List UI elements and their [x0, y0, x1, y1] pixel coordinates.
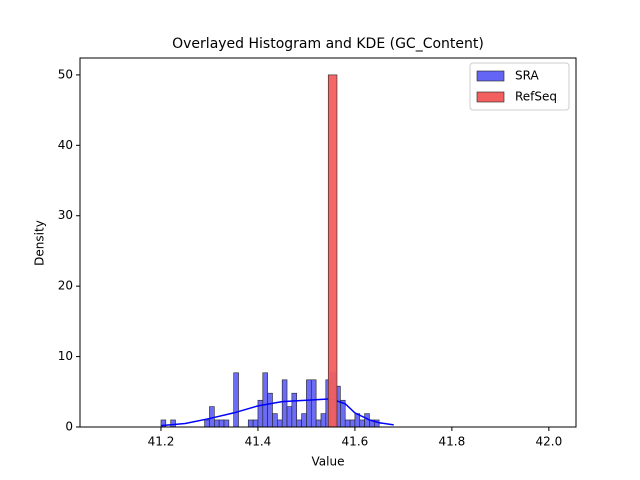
histogram-bar [359, 419, 365, 428]
x-tick-label: 41.8 [439, 435, 466, 449]
histogram-bar [310, 379, 317, 428]
histogram-bar [286, 406, 293, 428]
histogram-bar [315, 419, 322, 428]
histogram-bar [214, 419, 220, 428]
histogram-bar [272, 413, 278, 428]
kde-line [160, 398, 394, 427]
histogram-bar [296, 419, 302, 428]
y-tick-label: 30 [58, 208, 73, 222]
histogram-bar [281, 379, 288, 428]
histogram-bar [257, 399, 264, 428]
legend-swatch [476, 70, 505, 82]
x-tick-label: 41.2 [148, 435, 175, 449]
histogram-bar [267, 392, 273, 428]
histogram-bar [223, 419, 230, 428]
y-tick-label: 0 [65, 420, 73, 434]
histogram-bar [262, 372, 268, 428]
y-tick-label: 40 [58, 138, 73, 152]
histogram-bar [301, 413, 307, 428]
histogram-bar [306, 379, 312, 428]
histogram-bar [277, 419, 283, 428]
y-tick-label: 50 [58, 67, 73, 81]
histogram-bar [349, 419, 356, 428]
histogram-bar [252, 419, 259, 428]
y-tick-label: 10 [58, 349, 73, 363]
histogram-bar [327, 74, 338, 428]
histogram-bar [209, 406, 215, 428]
legend-label: RefSeq [515, 90, 557, 104]
histogram-bar [204, 419, 210, 428]
histogram-bar [233, 372, 239, 428]
y-axis-label: Density [33, 220, 47, 266]
histogram-bar [247, 419, 254, 428]
histogram-bar [344, 419, 351, 428]
axes-frame [79, 57, 577, 428]
legend-swatch [476, 91, 505, 103]
chart-title: Overlayed Histogram and KDE (GC_Content) [172, 36, 484, 52]
x-tick-label: 42.0 [535, 435, 562, 449]
y-tick-label: 20 [58, 279, 73, 293]
histogram-bar [291, 392, 298, 428]
histogram-bar [218, 419, 225, 428]
x-axis-label: Value [312, 455, 345, 469]
histogram-bar [170, 419, 176, 428]
legend-label: SRA [515, 69, 539, 83]
x-tick-label: 41.4 [245, 435, 272, 449]
histogram-bar [320, 413, 327, 428]
x-tick-label: 41.6 [342, 435, 369, 449]
